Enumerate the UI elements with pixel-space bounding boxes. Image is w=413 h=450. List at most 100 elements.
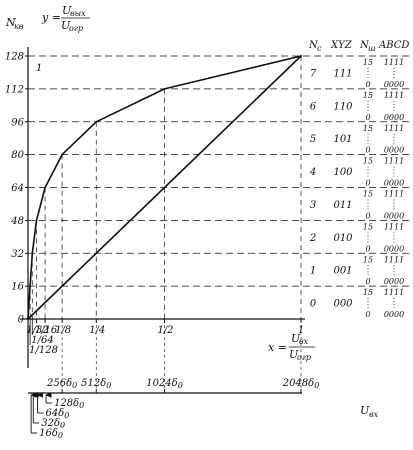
row-nc: 0 [310,299,317,310]
input-tick-sub: 0 [314,381,319,390]
input-tick-sub: 0 [106,381,111,390]
row-abcd-bot: 0000 [384,113,404,122]
y-ratio-den-sub: огр [69,24,83,33]
header-nc: N [308,40,319,51]
row-nsh-bot: 0 [365,211,370,220]
y-tick-label: 96 [11,117,24,128]
series-point [61,153,64,156]
x-tick-labels: 1/321/161/8 1/4 1/2 1 1/641/128 [26,319,304,356]
input-tick-label: 1024δ0 [146,378,183,390]
x-tick-label: 1/16 [35,325,58,336]
row-xyz: 010 [333,233,353,244]
header-nsh: N [359,40,370,51]
x-ratio-formula: x = U вх U огр [268,332,315,362]
series-point [29,285,32,288]
x-tick-label: 1/32 [26,325,48,336]
row-nsh-bot: 0 [365,277,370,286]
row-nsh-top: 15 [363,58,373,67]
row-xyz: 000 [333,299,353,310]
y-axis-label-sub: кв [14,22,24,31]
row-xyz: 111 [333,68,352,79]
row-abcd-top: 1111 [384,222,404,231]
x-tick-label: 1/8 [55,325,71,336]
header-xyz: XYZ [330,40,353,51]
row-abcd-bot: 0000 [384,310,404,319]
row-abcd-bot: 0000 [384,80,404,89]
input-voltage-axis-title: U вх [360,404,379,419]
x-tick-label: 1/4 [89,325,105,336]
row-xyz: 100 [333,167,353,178]
x-ratio-num: U [291,332,301,345]
linear-reference-line [27,55,302,320]
row-nsh-bot: 0 [365,80,370,89]
row-nsh-top: 15 [363,157,373,166]
input-tick-sub: 0 [72,381,77,390]
x-tick-label-low: 1/64 [31,335,53,346]
x-ratio-den-sub: огр [297,353,311,362]
y-axis-title: N кв [5,16,24,31]
input-tick-label: 2048δ0 [282,378,320,390]
row-abcd-bot: 0000 [384,146,404,155]
input-leader-sub: 0 [79,401,84,410]
y-ratio-formula: y = U вых U огр [41,4,90,33]
y-ratio-den: U [61,19,71,32]
input-axis-label-sub: вх [369,410,379,419]
y-tick-label: 128 [5,52,24,63]
row-abcd-top: 1111 [384,91,404,100]
y-tick-labels: 0 16 32 48 64 80 96 112 128 [5,52,28,326]
row-xyz: 001 [333,266,352,277]
segment-labels: 1 [36,63,42,74]
row-nsh-bot: 0 [365,244,370,253]
row-nsh-bot: 0 [365,310,370,319]
code-table-header: N c XYZ N ш ABCD [308,40,409,53]
y-ratio-num: U [62,4,72,17]
input-leader-label: 16δ0 [39,428,63,440]
row-abcd-top: 1111 [384,255,404,264]
row-abcd-top: 1111 [384,58,404,67]
row-nc: 3 [310,200,316,211]
row-nsh-top: 15 [363,91,373,100]
row-abcd-top: 1111 [384,288,404,297]
x-ratio-den: U [289,348,299,361]
row-abcd-top: 1111 [384,124,404,133]
input-leader-sub: 0 [58,431,63,440]
y-ratio-num-sub: вых [70,9,86,18]
row-nc: 5 [310,134,316,145]
row-abcd-bot: 0000 [384,244,404,253]
input-leader-label: 128δ0 [54,398,84,410]
input-leader-label: 64δ0 [46,408,70,420]
input-leader-sub: 0 [64,411,69,420]
row-nc: 4 [309,167,316,178]
y-tick-label: 112 [5,84,24,95]
row-nc: 6 [310,101,317,112]
y-tick-label: 16 [11,282,24,293]
y-tick-label: 0 [18,315,25,326]
header-nsh-sub: ш [368,44,376,53]
row-nsh-top: 15 [363,222,373,231]
y-tick-label: 64 [11,183,24,194]
row-xyz: 101 [333,134,352,145]
row-abcd-bot: 0000 [384,277,404,286]
series-point [31,252,34,255]
row-nsh-top: 15 [363,255,373,264]
header-abcd: ABCD [378,40,409,51]
row-abcd-bot: 0000 [384,211,404,220]
input-tick-label: 256δ0 [46,378,77,390]
row-nc: 2 [309,233,316,244]
row-abcd-bot: 0000 [384,179,404,188]
row-nc: 7 [310,68,317,79]
row-nsh-top: 15 [363,288,373,297]
row-nsh-bot: 0 [365,146,370,155]
row-nsh-bot: 0 [365,113,370,122]
y-tick-label: 80 [11,150,24,161]
x-tick-label: 1/2 [157,325,173,336]
series-point [44,186,46,189]
grid-lines [28,55,413,319]
row-nc: 1 [310,266,316,277]
segment-label-top: 1 [36,63,42,74]
input-tick-sub: 0 [178,381,183,390]
row-nsh-bot: 0 [365,179,370,188]
